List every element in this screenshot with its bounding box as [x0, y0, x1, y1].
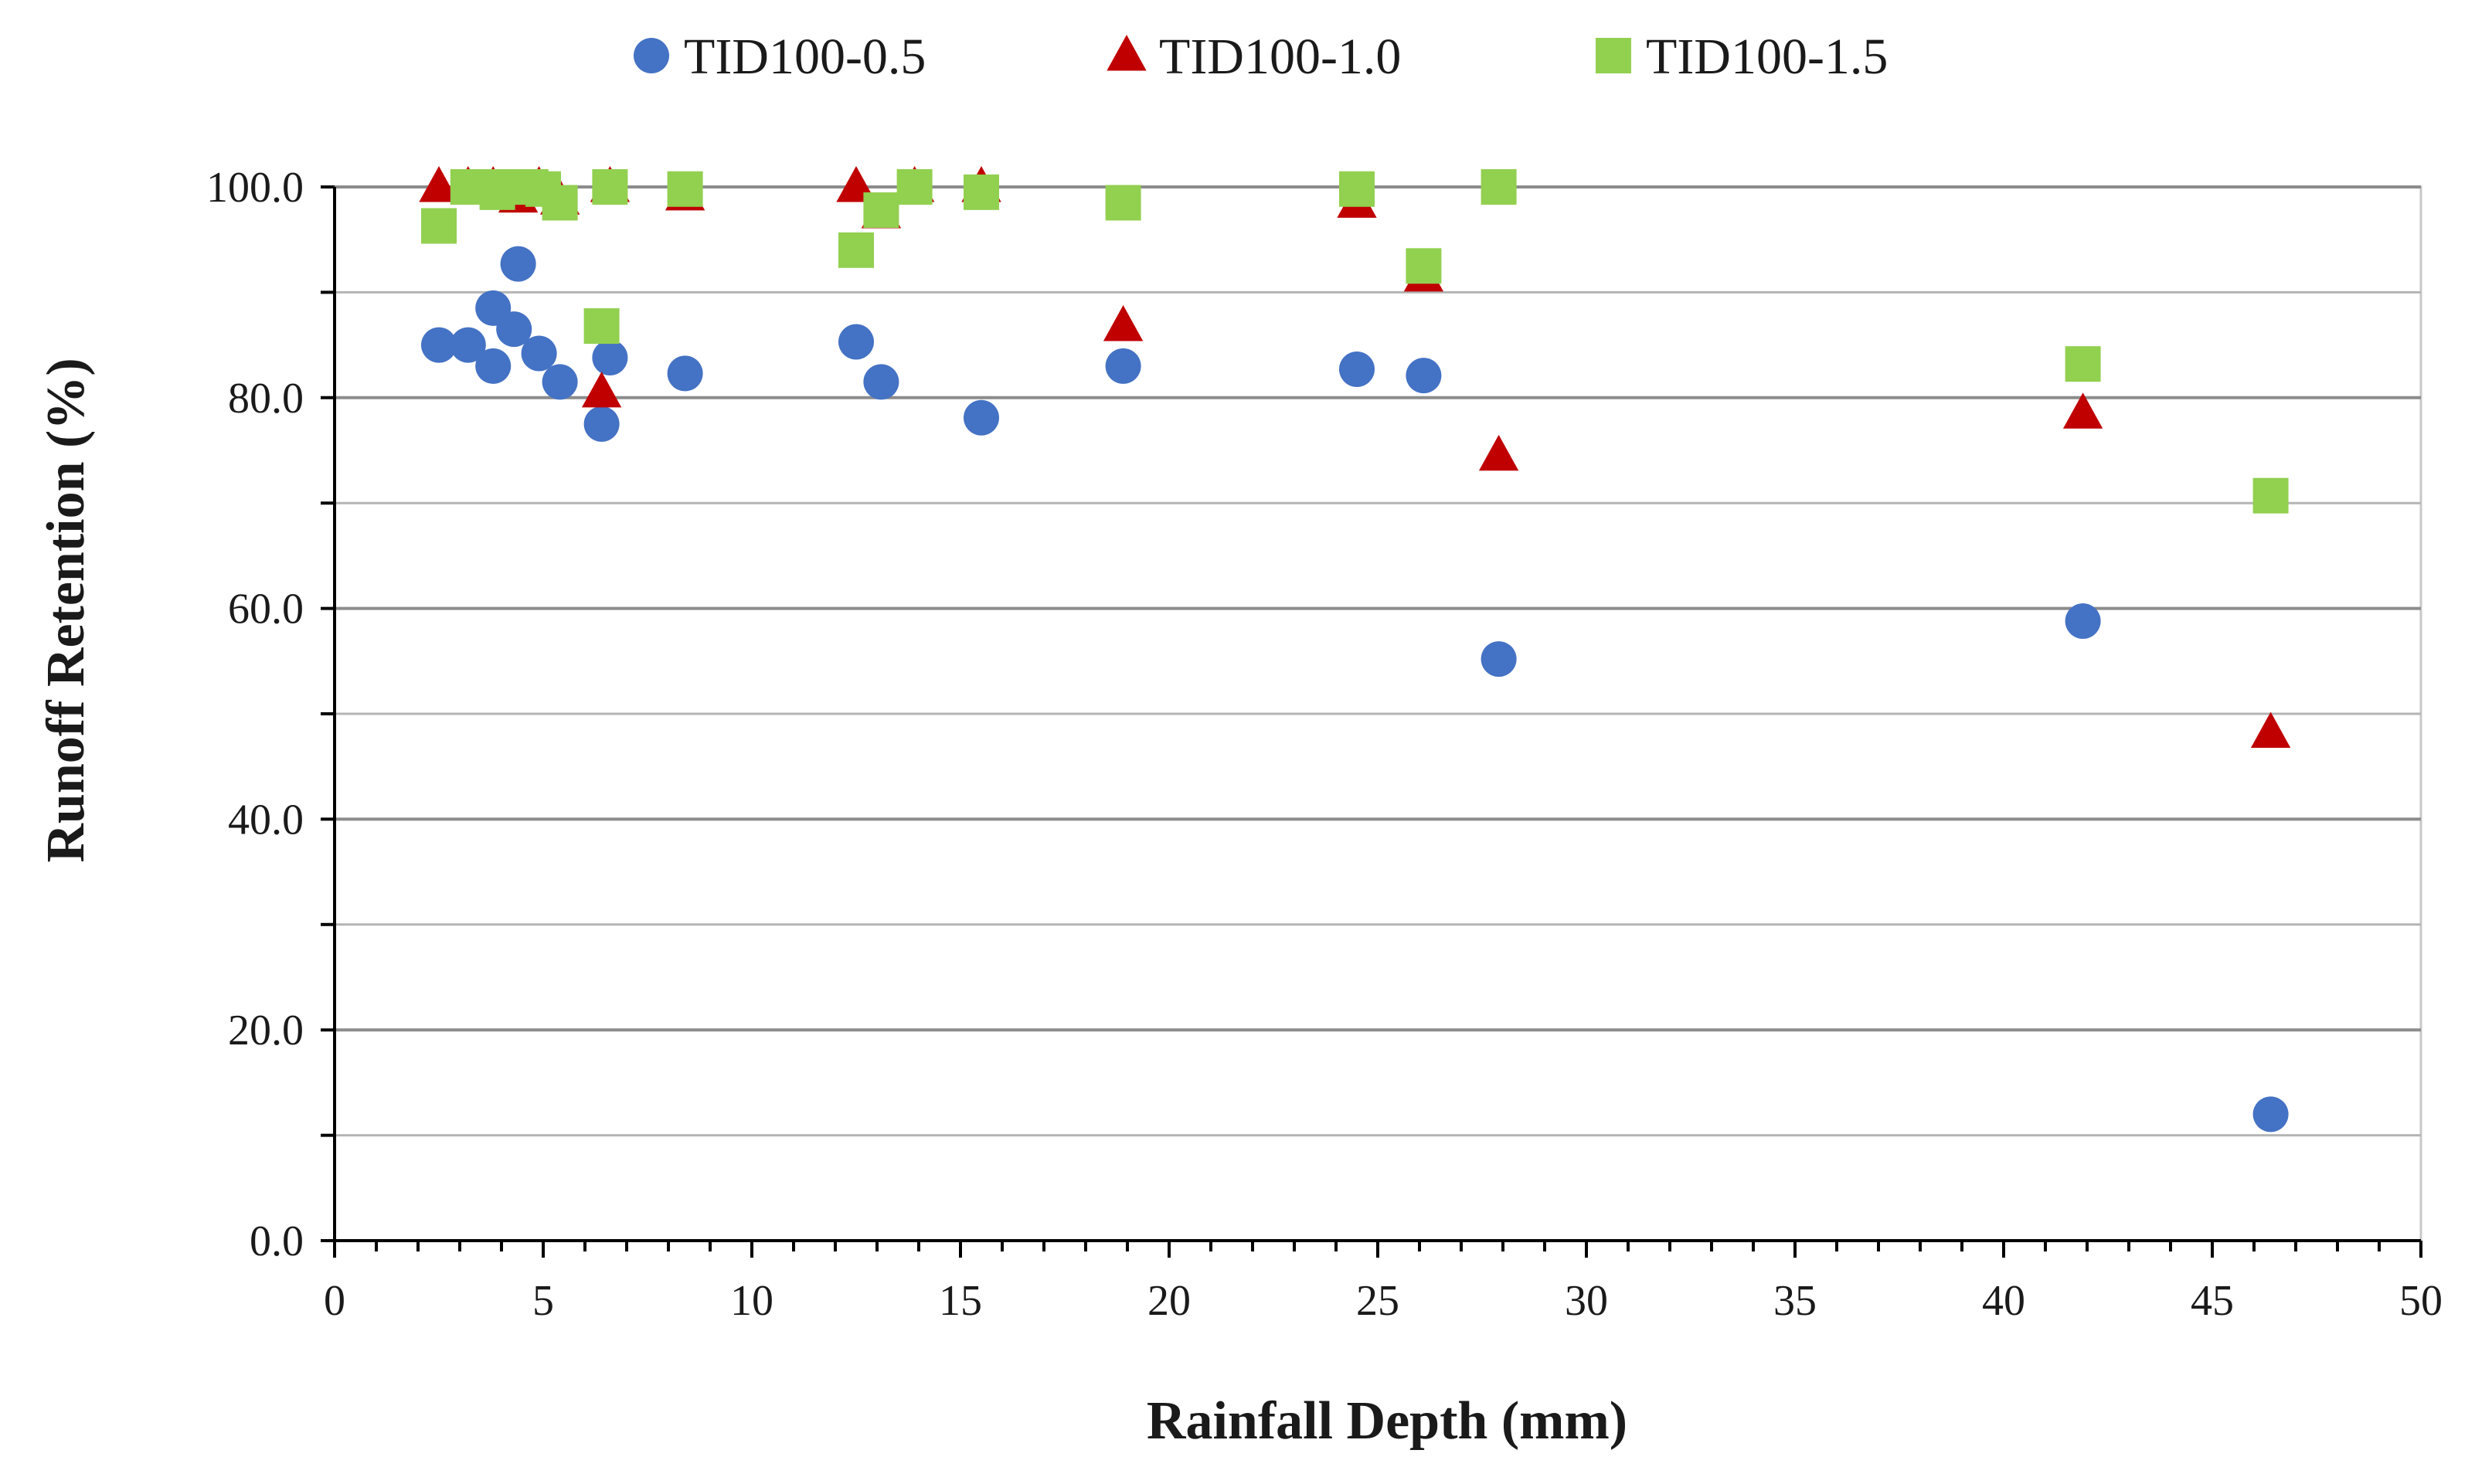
x-tick-label: 50	[2399, 1277, 2443, 1325]
data-point	[421, 208, 457, 244]
legend-label: TID100-0.5	[684, 29, 926, 85]
y-tick-label: 60.0	[228, 586, 304, 633]
data-point	[521, 335, 557, 372]
y-tick-label: 100.0	[206, 164, 304, 212]
data-point	[2062, 392, 2103, 429]
data-point	[592, 339, 628, 375]
data-point	[419, 166, 459, 202]
data-point	[2252, 477, 2289, 514]
x-tick-label: 45	[2191, 1277, 2234, 1325]
data-point	[496, 311, 532, 348]
y-tick-label: 20.0	[228, 1007, 304, 1054]
series-tid100-1-5	[421, 169, 2289, 514]
data-point	[1481, 641, 1517, 677]
data-points	[419, 166, 2291, 1133]
data-point	[2065, 346, 2101, 382]
data-point	[1406, 358, 1442, 394]
legend-item: TID100-0.5	[634, 29, 926, 85]
data-point	[583, 406, 620, 442]
data-point	[863, 364, 899, 400]
x-tick-label: 0	[324, 1277, 345, 1325]
x-tick-label: 5	[532, 1277, 554, 1325]
data-point	[1105, 185, 1141, 221]
data-point	[1339, 171, 1375, 207]
data-point	[581, 371, 622, 408]
legend: TID100-0.5 TID100-1.0 TID100-1.5	[634, 29, 1888, 85]
data-point	[1105, 348, 1141, 384]
legend-item: TID100-1.5	[1596, 29, 1888, 85]
data-point	[838, 232, 874, 268]
data-point	[583, 308, 620, 345]
data-point	[592, 169, 628, 205]
data-point	[838, 324, 874, 360]
series-tid100-1-0	[419, 166, 2291, 748]
grid-lines	[333, 185, 2422, 1242]
data-point	[1406, 248, 1442, 284]
x-tick-label: 10	[730, 1277, 773, 1325]
x-tick-label: 40	[1982, 1277, 2025, 1325]
data-point	[667, 355, 703, 392]
y-tick-label: 0.0	[250, 1217, 304, 1265]
series-tid100-0-5	[421, 246, 2289, 1133]
legend-label: TID100-1.5	[1646, 29, 1888, 85]
x-tick-label: 30	[1565, 1277, 1608, 1325]
x-tick-label: 35	[1773, 1277, 1817, 1325]
legend-item: TID100-1.0	[1107, 29, 1401, 85]
data-point	[1478, 434, 1519, 471]
data-point	[2250, 711, 2291, 748]
legend-marker	[1596, 38, 1631, 73]
data-point	[2065, 603, 2101, 639]
x-tick-label: 20	[1147, 1277, 1191, 1325]
data-point	[475, 348, 512, 384]
axes	[321, 185, 2422, 1258]
legend-marker	[1107, 35, 1147, 71]
data-point	[450, 327, 486, 363]
data-point	[1339, 351, 1375, 387]
data-point	[542, 364, 578, 400]
data-point	[500, 246, 536, 282]
y-tick-label: 80.0	[228, 375, 304, 423]
y-axis-title: Runoff Retention (%)	[36, 358, 96, 862]
x-axis-title: Rainfall Depth (mm)	[1147, 1391, 1627, 1451]
data-point	[896, 169, 933, 205]
data-point	[863, 192, 899, 229]
data-point	[667, 171, 703, 207]
legend-label: TID100-1.0	[1159, 29, 1401, 85]
data-point	[421, 327, 457, 363]
x-tick-label: 15	[939, 1277, 982, 1325]
tick-labels: 0.0 20.0 40.0 60.0 80.0 100.0 0 5 10 15 20 25 30 35 40…	[206, 164, 2443, 1325]
y-tick-label: 40.0	[228, 796, 304, 844]
data-point	[1103, 305, 1144, 341]
data-point	[964, 174, 999, 210]
legend-marker	[634, 38, 669, 73]
data-point	[964, 399, 999, 436]
data-point	[2252, 1096, 2289, 1133]
data-point	[542, 185, 578, 221]
x-tick-label: 25	[1356, 1277, 1399, 1325]
data-point	[1481, 169, 1517, 205]
